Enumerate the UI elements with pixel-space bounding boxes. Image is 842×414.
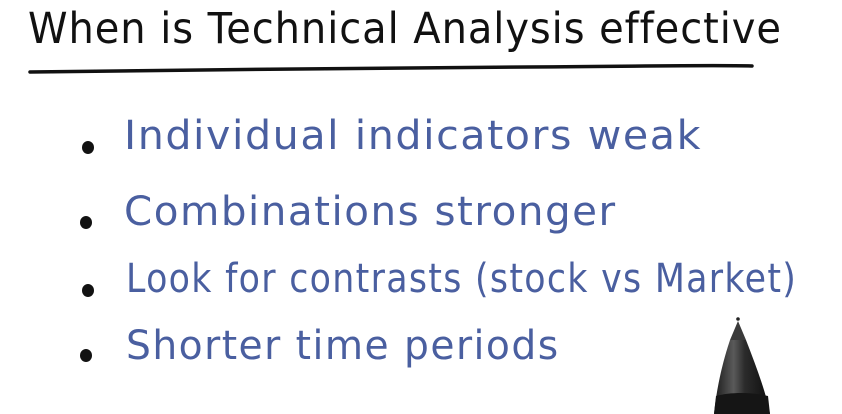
- bullet-item-2: Combinations stronger: [124, 189, 617, 235]
- bullet-dot: [80, 349, 92, 362]
- bullet-dot: [82, 141, 94, 154]
- bullet-dot: [82, 284, 94, 297]
- bullet-item-3: Look for contrasts (stock vs Market): [126, 256, 798, 302]
- stylus-pen-icon: [714, 317, 770, 414]
- bullet-item-4: Shorter time periods: [126, 323, 560, 369]
- bullet-dot: [80, 216, 92, 229]
- title-underline: [28, 63, 754, 74]
- bullet-item-1: Individual indicators weak: [124, 113, 702, 159]
- page-title: When is Technical Analysis effective: [28, 4, 782, 54]
